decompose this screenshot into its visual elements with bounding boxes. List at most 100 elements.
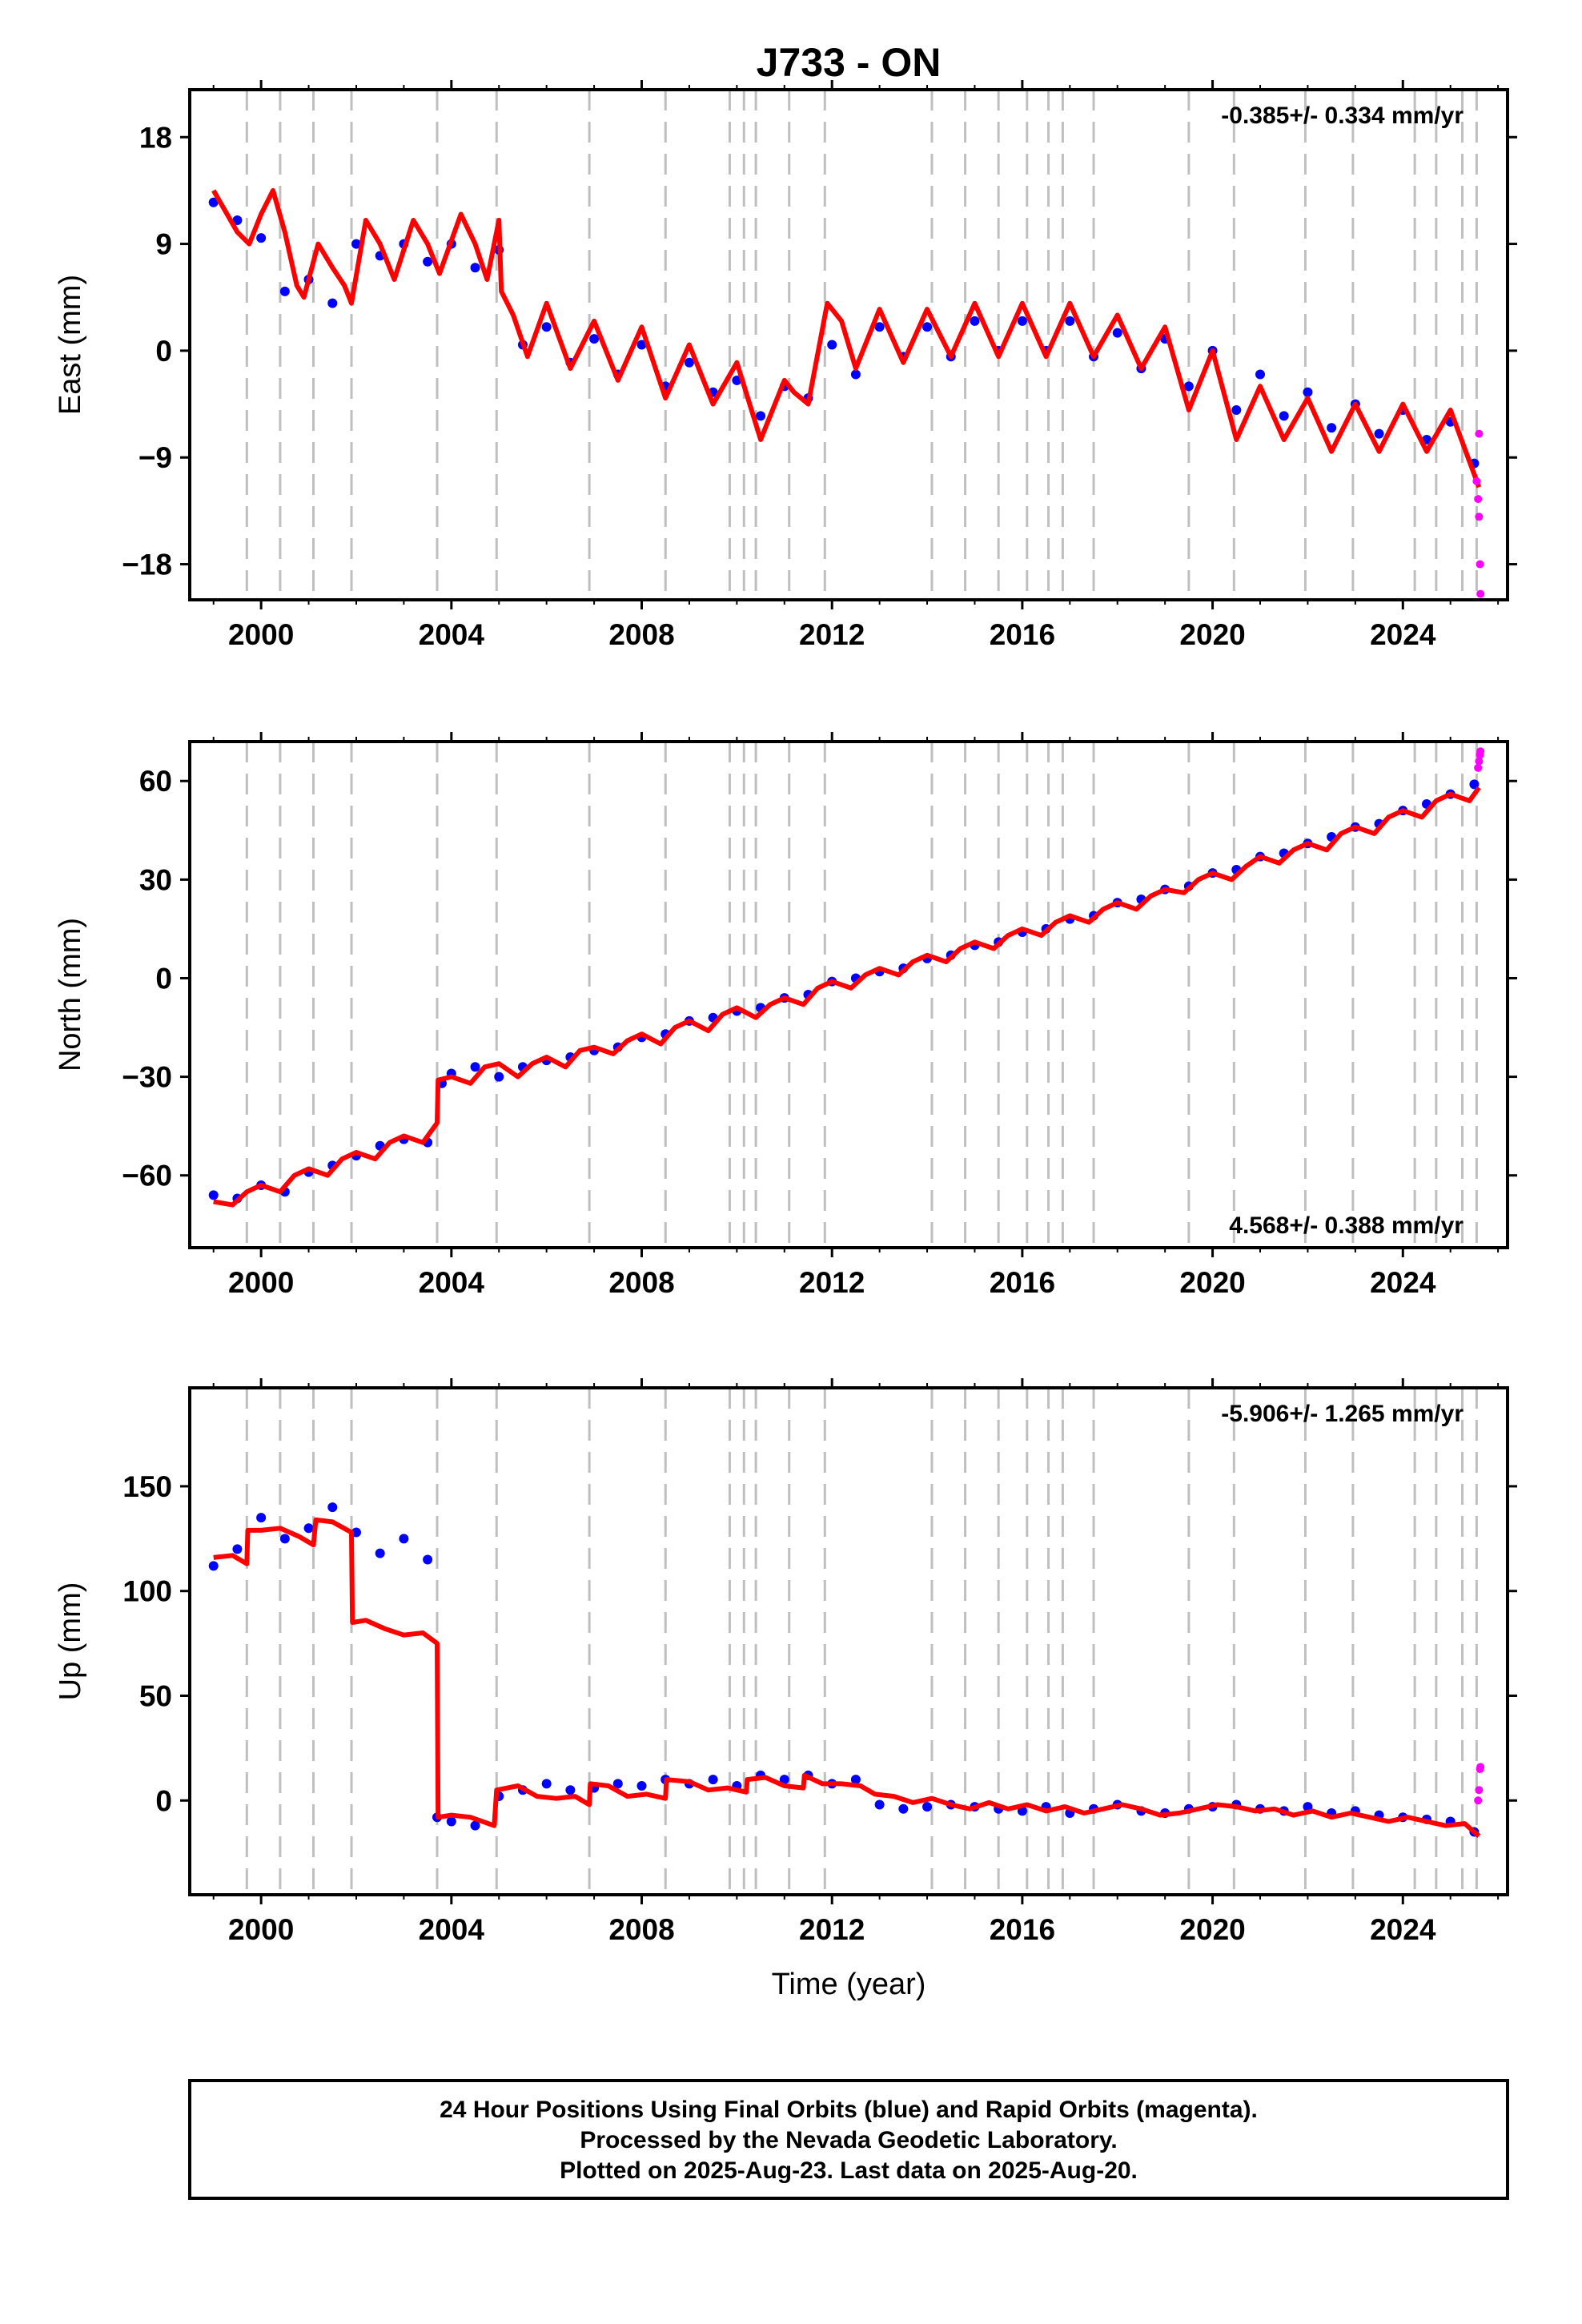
up-final-point <box>708 1775 718 1785</box>
east-xtick-label: 2024 <box>1370 618 1436 651</box>
up-final-point <box>232 1544 243 1554</box>
up-ytick-label: 100 <box>122 1575 172 1608</box>
up-final-point <box>303 1523 314 1534</box>
up-final-point <box>470 1820 480 1831</box>
up-rapid-point <box>1474 1796 1483 1805</box>
east-xtick-label: 2004 <box>419 618 485 651</box>
up-frame <box>188 1386 1509 1896</box>
up-xtick-label: 2020 <box>1179 1913 1245 1946</box>
east-panel: 2000 2004 2008 2012 2016 2020 2024 −18 −9 0 9 18 Eas… <box>54 80 1517 651</box>
east-rate-label: -0.385+/- 0.334 mm/yr <box>1221 103 1464 129</box>
up-xtick-label: 2012 <box>799 1913 865 1946</box>
east-ytick-label: 0 <box>155 335 172 368</box>
east-final-point <box>589 334 600 344</box>
up-xtick-label: 2016 <box>990 1913 1055 1946</box>
east-final-point <box>1327 423 1337 433</box>
up-rapid-point <box>1476 1763 1485 1771</box>
north-ytick-label: −60 <box>122 1160 172 1192</box>
east-rapid-point <box>1475 429 1484 438</box>
east-final-point <box>208 197 219 207</box>
east-rapid-point <box>1476 560 1484 569</box>
up-final-point <box>446 1816 456 1827</box>
up-final-point <box>779 1775 789 1785</box>
east-xtick-label: 2000 <box>228 618 294 651</box>
east-final-point <box>874 322 885 332</box>
footer-line-3: Plotted on 2025-Aug-23. Last data on 202… <box>560 2157 1138 2184</box>
east-final-point <box>1065 316 1075 326</box>
east-final-point <box>850 369 861 380</box>
east-rapid-point <box>1472 476 1481 485</box>
east-frame <box>188 88 1509 601</box>
up-xtick-label: 2004 <box>419 1913 485 1946</box>
up-final-point <box>612 1779 623 1789</box>
up-plot-area <box>190 1388 1508 1895</box>
north-frame <box>188 740 1509 1249</box>
east-ytick-label: 9 <box>155 228 172 261</box>
up-ytick-label: 50 <box>139 1680 172 1713</box>
up-final-point <box>256 1513 267 1523</box>
east-rapid-point <box>1476 589 1485 598</box>
north-ylabel: North (mm) <box>54 918 87 1072</box>
north-plot-area <box>190 742 1508 1248</box>
north-rapid-point <box>1474 763 1483 772</box>
up-xlabel: Time (year) <box>772 1968 926 2001</box>
up-rate-label: -5.906+/- 1.265 mm/yr <box>1221 1401 1464 1427</box>
footer-box: 24 Hour Positions Using Final Orbits (bl… <box>188 2079 1509 2200</box>
up-final-point <box>922 1802 933 1812</box>
north-model-fit-line <box>213 786 1481 1208</box>
north-xtick-label: 2016 <box>990 1266 1055 1299</box>
up-xtick-label: 2008 <box>608 1913 674 1946</box>
east-final-point <box>922 322 933 332</box>
up-ytick-label: 0 <box>155 1784 172 1817</box>
east-ylabel: East (mm) <box>54 275 87 415</box>
north-xtick-label: 2000 <box>228 1266 294 1299</box>
east-final-point <box>541 322 552 332</box>
east-final-point <box>1374 428 1384 439</box>
east-final-point <box>470 263 480 273</box>
east-final-point <box>232 215 243 225</box>
up-model-fit-line <box>213 1517 1481 1839</box>
east-final-point <box>279 286 290 296</box>
north-ytick-label: 30 <box>139 863 172 896</box>
up-final-point <box>636 1780 647 1791</box>
up-final-point <box>208 1561 219 1571</box>
north-rate-label: 4.568+/- 0.388 mm/yr <box>1229 1212 1464 1239</box>
east-final-point <box>636 340 647 350</box>
north-ytick-label: 0 <box>155 962 172 995</box>
east-final-point <box>970 316 980 326</box>
up-final-point <box>327 1502 338 1513</box>
up-final-point <box>565 1785 576 1795</box>
up-rapid-point <box>1475 1786 1484 1795</box>
up-ylabel: Up (mm) <box>54 1582 87 1701</box>
east-xtick-label: 2016 <box>990 618 1055 651</box>
east-model-fit-line <box>211 187 1482 489</box>
east-final-point <box>1255 369 1266 380</box>
north-xtick-label: 2008 <box>608 1266 674 1299</box>
up-final-point <box>375 1548 385 1558</box>
up-final-point <box>423 1554 433 1565</box>
east-ytick-label: −9 <box>139 441 172 474</box>
east-final-point <box>423 256 433 267</box>
up-final-point <box>850 1775 861 1785</box>
north-panel: 2000 2004 2008 2012 2016 2020 2024 −60 −30 0 30 60 N… <box>54 732 1517 1299</box>
north-rapid-point <box>1476 747 1485 756</box>
up-final-point <box>874 1799 885 1810</box>
east-final-point <box>756 411 766 421</box>
footer-line-2: Processed by the Nevada Geodetic Laborat… <box>580 2127 1117 2153</box>
east-final-point <box>256 233 267 243</box>
up-final-point <box>279 1534 290 1544</box>
east-rapid-point <box>1474 495 1483 504</box>
north-xtick-label: 2004 <box>419 1266 485 1299</box>
east-ytick-label: −18 <box>122 549 172 581</box>
north-final-point <box>1469 779 1480 790</box>
east-final-point <box>1303 387 1313 397</box>
footer-line-1: 24 Hour Positions Using Final Orbits (bl… <box>440 2097 1258 2123</box>
east-final-point <box>351 239 361 249</box>
north-xtick-label: 2020 <box>1179 1266 1245 1299</box>
north-ytick-label: −30 <box>122 1061 172 1094</box>
east-final-point <box>1279 411 1289 421</box>
east-xtick-label: 2008 <box>608 618 674 651</box>
north-rapid-point <box>1475 757 1484 766</box>
east-xtick-label: 2012 <box>799 618 865 651</box>
